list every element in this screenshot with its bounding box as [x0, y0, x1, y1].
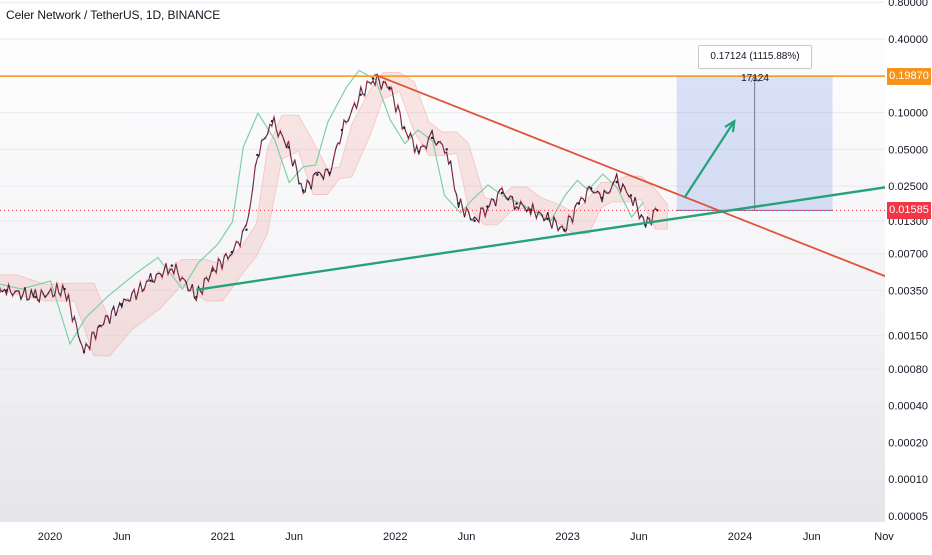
price-point	[34, 295, 37, 299]
descending-trendline	[374, 73, 885, 278]
price-tick-label: 0.00080	[888, 364, 928, 376]
price-point	[473, 219, 476, 223]
time-tick-label: 2022	[383, 531, 407, 543]
price-tick-label: 0.00040	[888, 401, 928, 413]
price-point	[430, 136, 434, 140]
time-tick-label: 2024	[728, 531, 752, 543]
price-point	[563, 228, 566, 231]
price-point	[120, 303, 123, 306]
last-price-badge: 0.01585	[887, 202, 931, 220]
price-scale[interactable]: 0.80000 0.40000 0.10000 0.05000 0.02500 0.013…	[885, 0, 932, 523]
price-point	[656, 209, 659, 212]
time-tick-label: Jun	[458, 531, 476, 543]
price-point	[457, 202, 460, 205]
price-point	[644, 223, 647, 227]
time-tick-label: Jun	[630, 531, 648, 543]
price-point	[170, 264, 174, 267]
time-tick-label: Jun	[285, 531, 303, 543]
price-point	[403, 126, 406, 130]
price-point	[211, 269, 214, 272]
price-point	[529, 208, 532, 212]
chart-svg[interactable]	[0, 0, 885, 522]
price-point	[515, 202, 518, 205]
time-tick-label: Jun	[113, 531, 131, 543]
price-point	[98, 324, 101, 328]
price-tick-label: 0.00010	[888, 474, 928, 486]
price-point	[629, 194, 633, 197]
ascending-trendline	[196, 186, 885, 291]
price-point	[445, 148, 448, 151]
price-tick-label: 0.40000	[888, 34, 928, 46]
price-series-shadow	[0, 74, 658, 355]
time-axis-svg: 2020 Jun 2021 Jun 2022 Jun 2023 Jun 2024 Jun Nov	[38, 531, 895, 543]
price-point	[486, 205, 489, 208]
price-tick-label: 0.00700	[888, 249, 928, 261]
price-tick-label: 0.00150	[888, 330, 928, 342]
time-scale[interactable]: 2020 Jun 2021 Jun 2022 Jun 2023 Jun 2024 Jun Nov	[0, 522, 932, 550]
price-point	[63, 287, 66, 291]
resistance-price-badge: 0.19870	[887, 68, 931, 86]
time-tick-label: Jun	[803, 531, 821, 543]
measure-label: 0.17124 (1115.88%) 17124	[698, 45, 812, 84]
price-point	[149, 279, 152, 283]
price-point	[615, 180, 618, 184]
ichimoku-cloud	[0, 72, 668, 357]
projection-arrow-shaft	[683, 120, 736, 199]
price-point	[590, 187, 593, 190]
price-point	[195, 295, 198, 299]
price-point	[316, 173, 319, 176]
price-series-line	[0, 73, 658, 353]
price-point	[340, 128, 344, 132]
projection-arrowhead	[724, 119, 736, 133]
price-point	[256, 153, 259, 157]
lagging-span-line	[0, 69, 644, 346]
chart-plot-area[interactable]	[0, 0, 885, 522]
price-point	[230, 251, 234, 254]
price-point	[245, 228, 248, 231]
price-point	[359, 93, 362, 96]
price-point	[600, 196, 604, 200]
time-tick-label: 2020	[38, 531, 62, 543]
time-tick-label: 2023	[555, 531, 579, 543]
price-point	[328, 171, 331, 175]
price-point	[500, 191, 504, 195]
price-point	[82, 350, 86, 354]
time-tick-label: 2021	[211, 531, 235, 543]
price-point	[371, 77, 375, 80]
price-tick-label: 0.02500	[888, 181, 928, 193]
time-tick-label: Nov	[874, 531, 894, 543]
price-tick-label: 0.10000	[888, 108, 928, 120]
price-point	[388, 86, 391, 89]
price-point	[577, 202, 581, 205]
price-point	[301, 189, 305, 192]
price-tick-label: 0.80000	[888, 0, 928, 9]
price-point	[5, 289, 8, 292]
price-tick-label: 0.00350	[888, 286, 928, 298]
price-tick-label: 0.05000	[888, 144, 928, 156]
price-tick-label: 0.00005	[888, 511, 928, 522]
price-tick-label: 0.00020	[888, 437, 928, 449]
chart-title: Celer Network / TetherUS, 1D, BINANCE	[6, 8, 221, 22]
price-axis-svg: 0.800000.400000.100000.050000.025000.013…	[888, 0, 928, 523]
price-point	[287, 146, 290, 149]
price-point	[417, 150, 421, 153]
price-point	[270, 120, 274, 123]
price-point	[546, 217, 549, 221]
